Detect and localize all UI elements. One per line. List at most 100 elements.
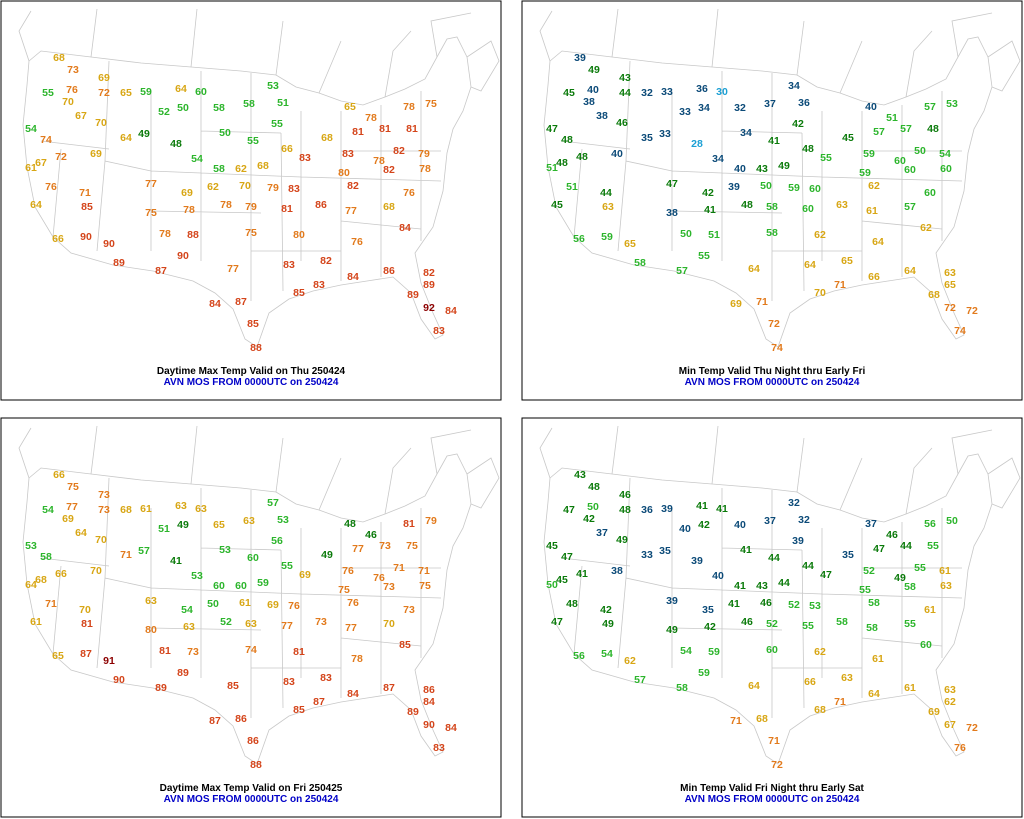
temp-label: 56 <box>573 650 585 662</box>
temp-label: 69 <box>267 599 279 611</box>
temp-label: 65 <box>344 101 356 113</box>
temp-label: 87 <box>209 715 221 727</box>
temp-label: 66 <box>868 271 880 283</box>
temp-label: 61 <box>904 682 916 694</box>
temp-label: 72 <box>98 87 110 99</box>
temp-label: 77 <box>345 622 357 634</box>
temp-label: 45 <box>551 199 563 211</box>
temp-label: 80 <box>293 229 305 241</box>
temp-label: 43 <box>756 580 768 592</box>
temp-label: 76 <box>373 572 385 584</box>
temp-label: 87 <box>155 265 167 277</box>
temp-label: 64 <box>872 236 884 248</box>
temp-label: 83 <box>320 672 332 684</box>
temp-label: 76 <box>351 236 363 248</box>
temp-label: 57 <box>924 101 936 113</box>
panel-subtitle: AVN MOS FROM 0000UTC on 250424 <box>685 794 860 805</box>
temp-label: 60 <box>766 644 778 656</box>
temp-label: 55 <box>914 562 926 574</box>
temp-label: 63 <box>195 503 207 515</box>
temp-label: 37 <box>764 98 776 110</box>
temp-label: 90 <box>177 250 189 262</box>
temp-label: 66 <box>804 676 816 688</box>
temp-label: 86 <box>423 684 435 696</box>
temp-label: 63 <box>602 201 614 213</box>
temp-label: 71 <box>834 696 846 708</box>
temp-label: 46 <box>741 616 753 628</box>
temp-label: 49 <box>138 128 150 140</box>
temp-label: 68 <box>53 52 65 64</box>
temp-label: 50 <box>219 127 231 139</box>
temp-label: 33 <box>661 86 673 98</box>
temp-label: 44 <box>778 577 790 589</box>
temp-label: 55 <box>281 560 293 572</box>
temp-label: 65 <box>120 87 132 99</box>
temp-label: 58 <box>634 257 646 269</box>
temp-label: 90 <box>113 674 125 686</box>
temp-label: 45 <box>546 540 558 552</box>
temp-label: 51 <box>158 523 170 535</box>
temp-label: 50 <box>680 228 692 240</box>
temp-label: 75 <box>145 207 157 219</box>
temp-label: 54 <box>42 504 54 516</box>
temp-label: 82 <box>393 145 405 157</box>
temp-label: 71 <box>393 562 405 574</box>
temp-label: 70 <box>62 96 74 108</box>
temp-label: 63 <box>836 199 848 211</box>
temp-label: 40 <box>734 519 746 531</box>
temp-label: 69 <box>62 513 74 525</box>
temp-label: 78 <box>403 101 415 113</box>
temp-label: 75 <box>245 227 257 239</box>
temp-label: 91 <box>103 655 115 667</box>
temp-label: 61 <box>872 653 884 665</box>
temp-label: 37 <box>865 518 877 530</box>
temp-label: 55 <box>271 118 283 130</box>
temp-label: 50 <box>177 102 189 114</box>
temp-label: 54 <box>601 648 613 660</box>
temp-label: 59 <box>601 231 613 243</box>
temp-label: 78 <box>220 199 232 211</box>
temp-label: 60 <box>235 580 247 592</box>
temp-label: 79 <box>425 515 437 527</box>
temp-label: 63 <box>245 618 257 630</box>
temp-label: 89 <box>155 682 167 694</box>
temp-label: 83 <box>433 325 445 337</box>
temp-label: 51 <box>886 112 898 124</box>
temp-label: 65 <box>52 650 64 662</box>
panel-title: Min Temp Valid Fri Night thru Early Sat <box>680 783 864 794</box>
temp-label: 68 <box>257 160 269 172</box>
temp-label: 42 <box>583 513 595 525</box>
temp-label: 54 <box>191 153 203 165</box>
temp-label: 85 <box>227 680 239 692</box>
temp-label: 61 <box>924 604 936 616</box>
temp-label: 69 <box>299 569 311 581</box>
temp-label: 50 <box>207 598 219 610</box>
temp-label: 86 <box>247 735 259 747</box>
temp-label: 78 <box>351 653 363 665</box>
temp-label: 41 <box>170 555 182 567</box>
temp-label: 55 <box>859 584 871 596</box>
temp-label: 84 <box>209 298 221 310</box>
temp-label: 81 <box>159 645 171 657</box>
temp-label: 77 <box>145 178 157 190</box>
temp-label: 40 <box>587 84 599 96</box>
temp-label: 47 <box>563 504 575 516</box>
temp-label: 69 <box>181 187 193 199</box>
temp-label: 81 <box>379 123 391 135</box>
temp-label: 36 <box>798 97 810 109</box>
temp-label: 41 <box>704 204 716 216</box>
temp-label: 48 <box>566 598 578 610</box>
temp-label: 59 <box>708 646 720 658</box>
temp-label: 41 <box>716 503 728 515</box>
temp-label: 35 <box>659 545 671 557</box>
temp-label: 70 <box>90 565 102 577</box>
temp-label: 40 <box>679 523 691 535</box>
temp-label: 84 <box>423 696 435 708</box>
temp-label: 60 <box>924 187 936 199</box>
temp-label: 63 <box>183 621 195 633</box>
temp-label: 71 <box>79 187 91 199</box>
temp-label: 41 <box>728 598 740 610</box>
temp-label: 32 <box>734 102 746 114</box>
temp-label: 48 <box>588 481 600 493</box>
temp-label: 85 <box>399 639 411 651</box>
